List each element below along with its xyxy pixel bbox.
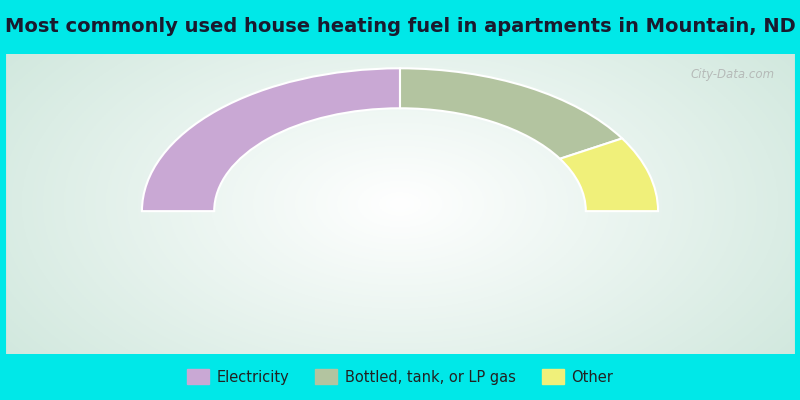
Text: Most commonly used house heating fuel in apartments in Mountain, ND: Most commonly used house heating fuel in… — [5, 18, 795, 36]
Wedge shape — [142, 68, 400, 211]
Wedge shape — [560, 138, 658, 211]
Wedge shape — [400, 68, 622, 159]
Text: City-Data.com: City-Data.com — [690, 68, 774, 81]
Legend: Electricity, Bottled, tank, or LP gas, Other: Electricity, Bottled, tank, or LP gas, O… — [182, 364, 618, 390]
